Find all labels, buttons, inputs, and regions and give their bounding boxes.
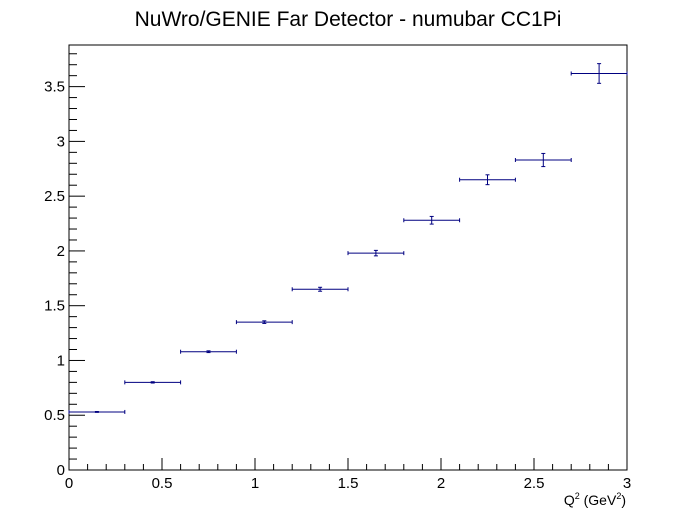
x-tick-label: 2.5 bbox=[524, 475, 545, 492]
y-tick-label: 2.5 bbox=[44, 188, 65, 205]
x-tick-label: 3 bbox=[623, 475, 631, 492]
data-point bbox=[570, 63, 628, 84]
x-tick-label: 1.5 bbox=[338, 475, 359, 492]
data-point bbox=[347, 249, 405, 257]
y-tick-label: 1.5 bbox=[44, 298, 65, 315]
y-tick-label: 2 bbox=[57, 243, 65, 260]
x-axis-label-end: ) bbox=[621, 492, 626, 508]
x-tick-label: 0.5 bbox=[152, 475, 173, 492]
plot-frame bbox=[68, 44, 628, 471]
x-axis-label-mid: (GeV bbox=[580, 492, 617, 508]
y-tick-label: 0.5 bbox=[44, 407, 65, 424]
y-tick-label: 3 bbox=[57, 133, 65, 150]
data-point bbox=[180, 349, 237, 354]
data-point bbox=[68, 409, 126, 414]
y-tick-label: 0 bbox=[57, 462, 65, 479]
data-point bbox=[459, 174, 516, 186]
x-axis-label: Q2 (GeV2) bbox=[564, 491, 626, 508]
x-axis-label-sup: 2 bbox=[575, 491, 580, 501]
data-point bbox=[124, 380, 182, 385]
y-tick-label: 3.5 bbox=[44, 79, 65, 96]
x-tick-label: 2 bbox=[437, 475, 445, 492]
data-point bbox=[235, 320, 293, 325]
axes bbox=[68, 44, 628, 471]
x-tick-label: 1 bbox=[251, 475, 259, 492]
data-point bbox=[403, 215, 461, 225]
data-point bbox=[291, 286, 349, 292]
data-point bbox=[514, 152, 572, 168]
ticks: 0 0.5 1 1.5 2 2.5 3 0 0.5 1 1.5 2 2.5 3 3.5 bbox=[44, 53, 631, 492]
chart-title: NuWro/GENIE Far Detector - numubar CC1Pi bbox=[135, 8, 562, 31]
x-tick-label: 0 bbox=[65, 475, 73, 492]
x-axis-label-sup2: 2 bbox=[616, 491, 621, 501]
y-tick-label: 1 bbox=[57, 352, 65, 369]
x-axis-label-base: Q bbox=[564, 492, 575, 508]
data-points bbox=[68, 63, 628, 414]
